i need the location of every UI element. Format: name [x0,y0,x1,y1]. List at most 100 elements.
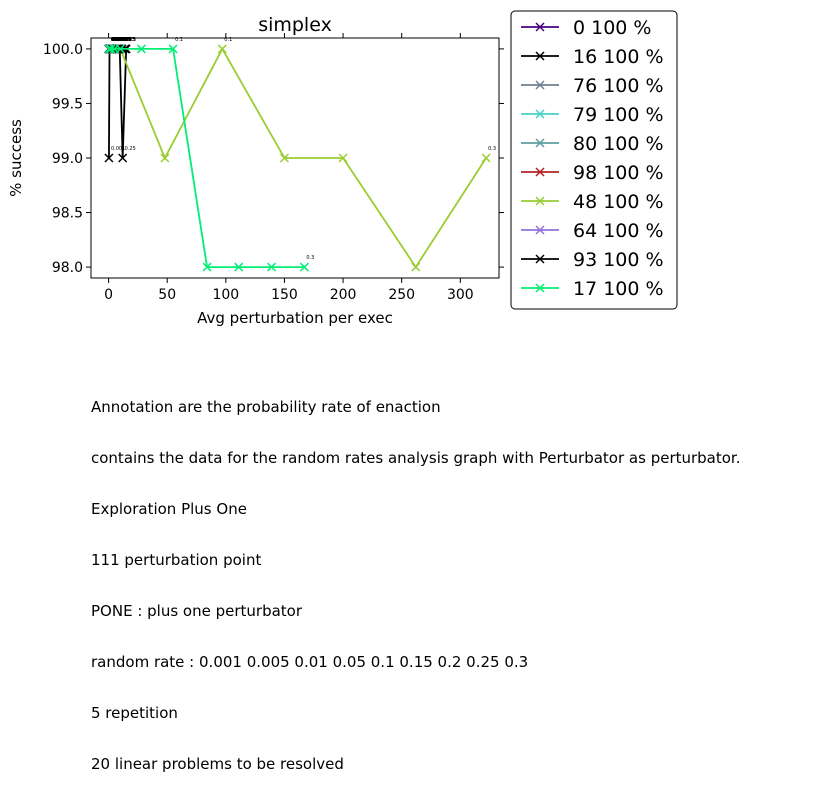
x-tick-label: 300 [447,287,474,303]
point-annotation: 0.1 [115,37,123,43]
y-tick-label: 99.5 [52,96,83,112]
series-line [108,48,128,159]
y-tick-label: 100.0 [43,42,83,58]
point-annotation: 0.1 [115,37,123,43]
x-tick-label: 200 [330,287,357,303]
y-tick-label: 98.5 [52,206,83,222]
point-annotation: 0.01 [112,37,123,43]
point-annotation: 0.01 [112,37,123,43]
data-point [136,44,146,54]
point-annotation: 0.25 [121,37,132,43]
point-annotation: 0.005 [111,37,125,43]
point-annotation: 0.05 [114,37,125,43]
data-point [202,262,212,272]
point-annotation: 0.3 [488,146,496,152]
point-annotation: 0.005 [112,37,126,43]
point-annotation: 0.01 [112,37,123,43]
caption-line: contains the data for the random rates a… [91,449,741,467]
legend-label: 76 100 % [573,75,664,97]
point-annotation: 0.25 [125,146,136,152]
legend-marker [535,225,545,235]
point-annotation: 0.1 [115,37,123,43]
caption-line: random rate : 0.001 0.005 0.01 0.05 0.1 … [91,653,529,671]
caption-line: PONE : plus one perturbator [91,602,303,620]
point-annotation: 0.01 [112,37,123,43]
point-annotation: 0.15 [116,37,127,43]
point-annotation: 0.2 [118,37,126,43]
point-annotation: 0.001 [111,37,125,43]
data-point [106,44,116,54]
x-tick-label: 150 [271,287,298,303]
legend-marker [535,80,545,90]
point-annotation: 0.3 [122,37,130,43]
point-annotation: 0.25 [120,37,131,43]
legend-label: 17 100 % [573,278,664,300]
point-annotation: 0.05 [114,37,125,43]
legend: 0 100 % 16 100 % 76 100 % 79 100 % 80 100 % 9… [510,10,678,310]
point-annotation: 0.2 [118,37,126,43]
y-tick-label: 98.0 [52,260,83,276]
data-point [267,262,277,272]
legend-marker [535,196,545,206]
x-tick-label: 250 [388,287,415,303]
point-annotation: 0.01 [112,37,123,43]
point-annotation: 0.005 [111,37,125,43]
point-annotation: 0.3 [123,37,131,43]
point-annotation: 0.3 [122,37,130,43]
point-annotation: 0.001 [111,37,125,43]
caption-line: 5 repetition [91,704,178,722]
point-annotation: 0.005 [111,37,125,43]
point-annotation: 0.2 [118,37,126,43]
point-annotation: 0.001 [111,37,125,43]
point-annotation: 0.05 [113,37,124,43]
chart-title: simplex [258,14,332,36]
legend-marker [535,22,545,32]
caption-line: Annotation are the probability rate of e… [91,398,441,416]
point-annotation: 0.15 [119,37,130,43]
point-annotation: 0.005 [111,37,125,43]
point-annotation: 0.1 [116,37,124,43]
point-annotation: 0.2 [119,37,127,43]
point-annotation: 0.25 [120,37,131,43]
legend-marker [535,138,545,148]
point-annotation: 0.05 [113,37,124,43]
legend-label: 79 100 % [573,104,664,126]
legend-label: 0 100 % [573,17,652,39]
chart: simplex % success Avg perturbation per e… [7,10,678,327]
point-annotation: 0.15 [119,37,130,43]
data-point [338,153,348,163]
x-axis-label: Avg perturbation per exec [197,309,393,327]
point-annotation: 0.05 [114,37,125,43]
data-point [411,262,421,272]
point-annotation: 0.3 [122,37,130,43]
caption: Annotation are the probability rate of e… [91,365,741,790]
point-annotation: 0.1 [224,37,232,43]
legend-label: 93 100 % [573,249,664,271]
point-annotation: 0.25 [124,37,135,43]
data-point [160,153,170,163]
point-annotation: 0.1 [116,37,124,43]
legend-label: 80 100 % [573,133,664,155]
point-annotation: 0.2 [122,37,130,43]
legend-label: 16 100 % [573,46,664,68]
caption-line: 111 perturbation point [91,551,262,569]
point-annotation: 0.25 [120,37,131,43]
point-annotation: 0.25 [120,37,131,43]
data-point [104,153,114,163]
data-point [299,262,309,272]
point-annotation: 0.01 [112,37,123,43]
point-annotation: 0.15 [116,37,127,43]
point-annotation: 0.005 [111,37,125,43]
point-annotation: 0.1 [115,37,123,43]
point-annotation: 0.2 [118,37,126,43]
point-annotation: 0.3 [122,37,130,43]
plot-area: 0 50 100 150 200 250 300 98.0 98.5 99.0 99.5 100.0 0… [43,33,504,303]
y-tick-label: 99.0 [52,151,83,167]
legend-marker [535,167,545,177]
point-annotation: 0.1 [175,37,183,43]
point-annotation: 0.15 [116,37,127,43]
point-annotation: 0.01 [112,37,123,43]
legend-marker [535,283,545,293]
data-point [234,262,244,272]
point-annotation: 0.005 [111,37,125,43]
